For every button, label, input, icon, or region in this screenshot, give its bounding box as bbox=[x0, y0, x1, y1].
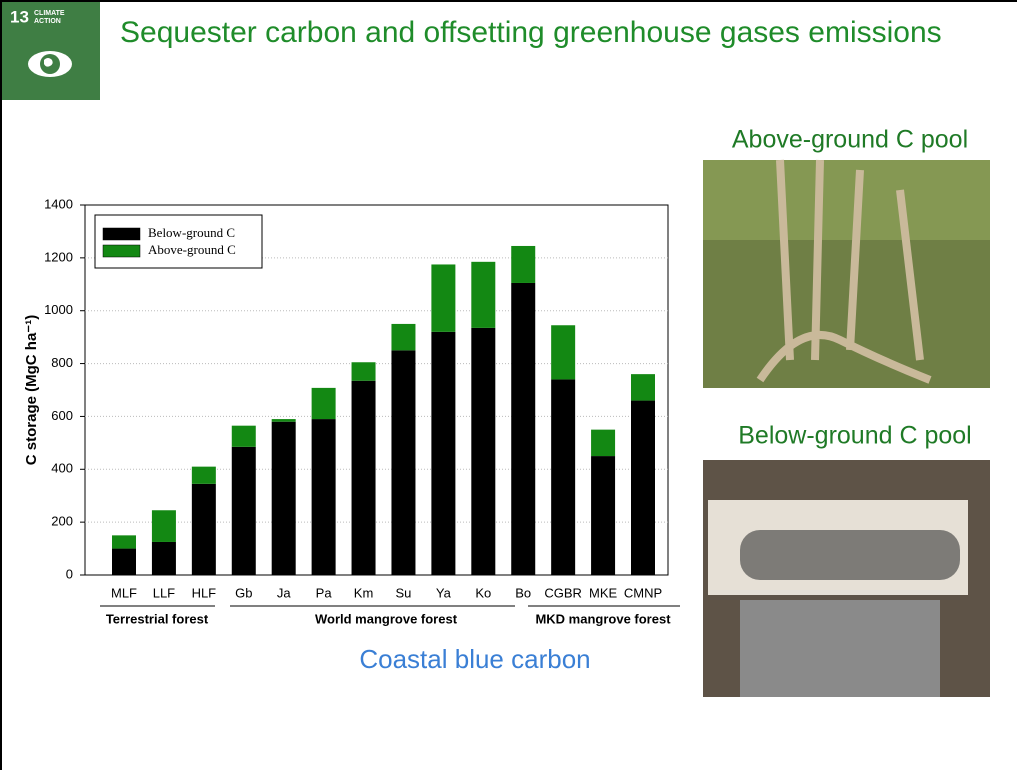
x-tick-label: Gb bbox=[235, 585, 252, 600]
bar-segment bbox=[591, 456, 615, 575]
slide-title: Sequester carbon and offsetting greenhou… bbox=[120, 14, 950, 51]
x-tick-label: Ja bbox=[277, 585, 292, 600]
badge-label: CLIMATE ACTION bbox=[34, 10, 74, 26]
x-tick-label: Pa bbox=[316, 585, 333, 600]
y-tick-label: 1000 bbox=[44, 302, 73, 317]
badge-number: 13 bbox=[10, 7, 29, 26]
photo-caption: Above-ground C pool bbox=[732, 126, 968, 154]
x-tick-label: CGBR bbox=[544, 585, 582, 600]
photo-bag bbox=[740, 600, 940, 697]
bar-segment bbox=[431, 332, 455, 575]
bar-segment bbox=[471, 328, 495, 575]
bar-segment bbox=[232, 426, 256, 447]
bar-segment bbox=[112, 535, 136, 548]
badge-label-box: CLIMATE ACTION bbox=[34, 10, 74, 34]
bar-segment bbox=[232, 447, 256, 575]
bar-segment bbox=[192, 484, 216, 575]
x-tick-label: CMNP bbox=[624, 585, 662, 600]
bar-segment bbox=[631, 374, 655, 400]
y-tick-label: 800 bbox=[51, 355, 73, 370]
x-tick-label: Bo bbox=[515, 585, 531, 600]
bar-segment bbox=[352, 362, 376, 381]
bar-segment bbox=[511, 246, 535, 283]
bar-segment bbox=[511, 283, 535, 575]
photo-canopy bbox=[703, 160, 990, 240]
x-tick-label: HLF bbox=[192, 585, 217, 600]
x-tick-label: LLF bbox=[153, 585, 175, 600]
photo-core bbox=[740, 530, 960, 580]
bar-segment bbox=[431, 264, 455, 331]
bar-segment bbox=[551, 379, 575, 575]
x-tick-label: Su bbox=[396, 585, 412, 600]
y-tick-label: 400 bbox=[51, 461, 73, 476]
group-label: Terrestrial forest bbox=[106, 611, 209, 626]
x-tick-label: MLF bbox=[111, 585, 137, 600]
legend-label: Above-ground C bbox=[148, 242, 236, 257]
group-label: MKD mangrove forest bbox=[535, 611, 671, 626]
bar-segment bbox=[631, 401, 655, 575]
y-tick-label: 200 bbox=[51, 514, 73, 529]
chart: 13 CLIMATE ACTION C storage (MgC ha⁻¹) C… bbox=[0, 0, 1017, 770]
bar-segment bbox=[591, 430, 615, 456]
bar-segment bbox=[471, 262, 495, 328]
bar-segment bbox=[272, 419, 296, 422]
legend-swatch bbox=[103, 245, 140, 257]
group-label: World mangrove forest bbox=[315, 611, 458, 626]
chart-subtitle: Coastal blue carbon bbox=[359, 644, 590, 674]
legend-label: Below-ground C bbox=[148, 225, 235, 240]
x-tick-label: Km bbox=[354, 585, 374, 600]
y-tick-label: 1400 bbox=[44, 196, 73, 211]
bar-segment bbox=[551, 325, 575, 379]
bar-segment bbox=[391, 350, 415, 575]
bar-segment bbox=[312, 388, 336, 419]
y-axis-label: C storage (MgC ha⁻¹) bbox=[23, 315, 40, 465]
bar-segment bbox=[192, 467, 216, 484]
bar-segment bbox=[112, 549, 136, 575]
bar-segment bbox=[272, 422, 296, 575]
slide: 13 CLIMATE ACTION C storage (MgC ha⁻¹) C… bbox=[0, 0, 1017, 770]
bar-segment bbox=[352, 381, 376, 575]
bar-segment bbox=[312, 419, 336, 575]
bar-segment bbox=[152, 510, 176, 542]
y-tick-label: 600 bbox=[51, 408, 73, 423]
x-tick-label: Ya bbox=[436, 585, 452, 600]
bar-segment bbox=[391, 324, 415, 350]
x-tick-label: MKE bbox=[589, 585, 618, 600]
legend-swatch bbox=[103, 228, 140, 240]
y-tick-label: 1200 bbox=[44, 249, 73, 264]
y-tick-label: 0 bbox=[66, 566, 73, 581]
bar-segment bbox=[152, 542, 176, 575]
x-tick-label: Ko bbox=[475, 585, 491, 600]
photo-caption: Below-ground C pool bbox=[738, 422, 971, 450]
